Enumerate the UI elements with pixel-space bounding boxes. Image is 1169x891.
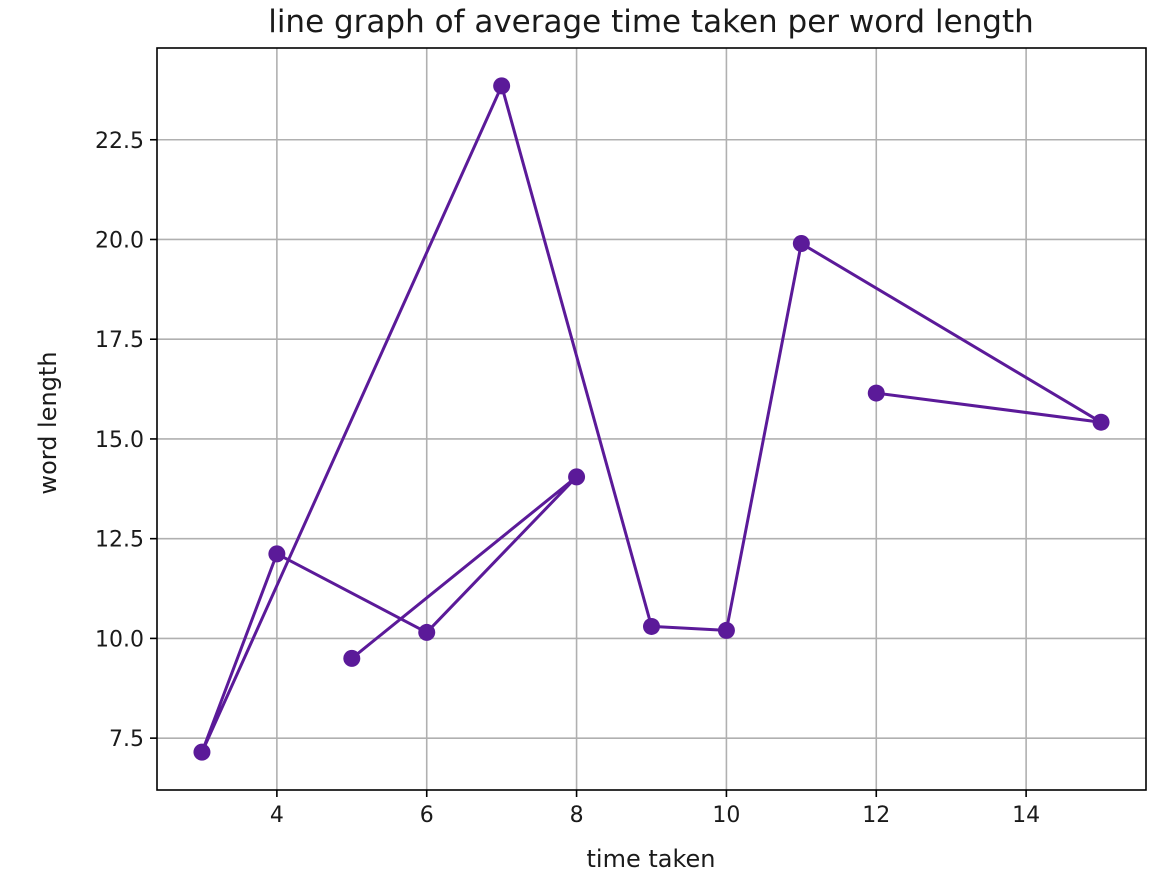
x-tick-label: 4 — [270, 803, 284, 828]
data-point — [867, 384, 885, 402]
x-tick-label: 12 — [862, 803, 890, 828]
y-tick-label: 12.5 — [95, 528, 144, 553]
x-axis-label: time taken — [587, 845, 716, 873]
x-tick-label: 10 — [712, 803, 740, 828]
y-axis-label: word length — [34, 351, 62, 494]
y-tick-label: 10.0 — [95, 627, 144, 652]
data-point — [268, 545, 286, 563]
data-point — [493, 77, 511, 95]
x-axis: 4 6 8 10 12 14 — [270, 790, 1040, 828]
grid — [157, 48, 1146, 790]
data-point — [568, 468, 586, 486]
x-tick-label: 14 — [1012, 803, 1040, 828]
chart-title: line graph of average time taken per wor… — [268, 4, 1034, 40]
y-tick-label: 22.5 — [95, 129, 144, 154]
y-tick-label: 7.5 — [109, 727, 144, 752]
series-line — [200, 84, 1103, 754]
data-point — [418, 623, 436, 641]
y-tick-label: 17.5 — [95, 328, 144, 353]
x-tick-label: 8 — [570, 803, 584, 828]
data-point — [643, 617, 660, 635]
y-axis: 7.5 10.0 12.5 15.0 17.5 20.0 22.5 — [95, 129, 157, 752]
y-tick-label: 15.0 — [95, 428, 144, 453]
axes-frame — [156, 47, 1147, 791]
data-point — [1092, 413, 1110, 431]
series-layer — [193, 77, 1110, 761]
x-tick-label: 6 — [420, 803, 434, 828]
data-point — [717, 621, 735, 639]
data-point — [193, 743, 211, 761]
y-tick-label: 20.0 — [95, 228, 144, 253]
data-point — [343, 649, 361, 667]
data-point — [792, 234, 810, 252]
